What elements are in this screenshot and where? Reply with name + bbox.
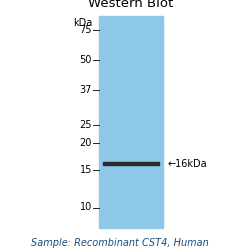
Text: 20: 20 [80, 138, 92, 147]
Text: Sample: Recombinant CST4, Human: Sample: Recombinant CST4, Human [31, 238, 208, 248]
Bar [103, 162, 159, 165]
Text: 10: 10 [80, 202, 92, 212]
Bar [99, 16, 163, 228]
Text: 37: 37 [80, 85, 92, 95]
Text: ←16kDa: ←16kDa [167, 159, 207, 169]
Text: Western Blot: Western Blot [88, 0, 174, 10]
Text: 50: 50 [80, 55, 92, 65]
Text: kDa: kDa [73, 18, 92, 28]
Text: 25: 25 [80, 120, 92, 130]
Text: 15: 15 [80, 165, 92, 175]
Text: 75: 75 [80, 25, 92, 35]
